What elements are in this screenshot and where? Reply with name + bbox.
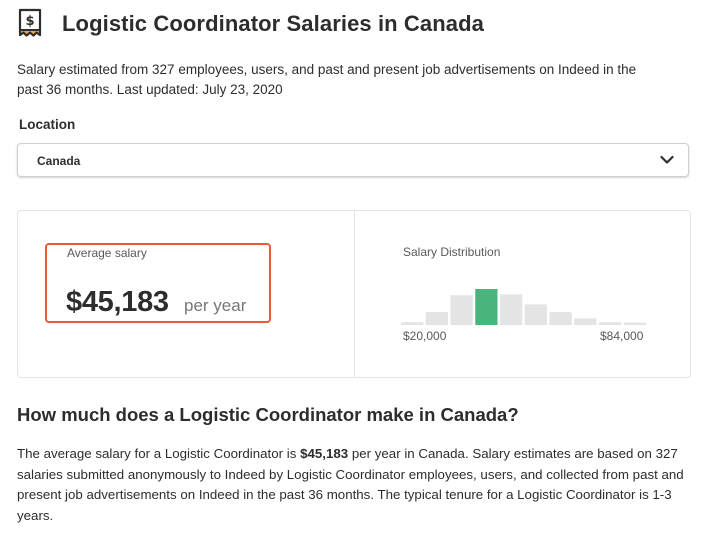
description-text-after: per year in Canada. Salary estimates are… (17, 446, 684, 523)
distribution-bar (524, 304, 547, 325)
distribution-max-label: $84,000 (600, 329, 644, 343)
salary-distribution-label: Salary Distribution (403, 245, 501, 259)
average-salary-highlight (45, 243, 271, 323)
salary-distribution-chart (401, 289, 646, 325)
location-selected-value: Canada (37, 154, 81, 168)
card-divider (354, 211, 355, 377)
distribution-bar (549, 312, 572, 325)
salary-description: The average salary for a Logistic Coordi… (17, 444, 703, 526)
average-salary-period: per year (184, 296, 247, 315)
distribution-min-label: $20,000 (403, 329, 447, 343)
average-salary-amount: $45,183 (66, 286, 169, 318)
description-salary-bold: $45,183 (300, 446, 349, 461)
average-salary-label: Average salary (67, 246, 147, 260)
svg-text:$: $ (25, 14, 34, 29)
distribution-bar (450, 295, 473, 325)
distribution-bar-highlight (475, 289, 498, 325)
location-label: Location (19, 117, 76, 132)
distribution-bar (599, 322, 622, 325)
salary-summary-note: Salary estimated from 327 employees, use… (17, 62, 637, 97)
description-text-before: The average salary for a Logistic Coordi… (17, 446, 301, 461)
page-title: Logistic Coordinator Salaries in Canada (62, 11, 484, 36)
distribution-bar (500, 294, 523, 325)
distribution-bar (425, 312, 448, 325)
distribution-bar (574, 318, 597, 325)
distribution-bar (401, 322, 424, 325)
receipt-dollar-icon: $ (18, 8, 42, 37)
distribution-bar (623, 322, 646, 325)
location-select[interactable]: Canada (17, 143, 689, 177)
chevron-down-icon (660, 155, 674, 164)
salary-card: Average salary $45,183 per year Salary D… (17, 210, 691, 378)
page-header: $ Logistic Coordinator Salaries in Canad… (17, 8, 484, 40)
section-heading: How much does a Logistic Coordinator mak… (17, 404, 519, 425)
